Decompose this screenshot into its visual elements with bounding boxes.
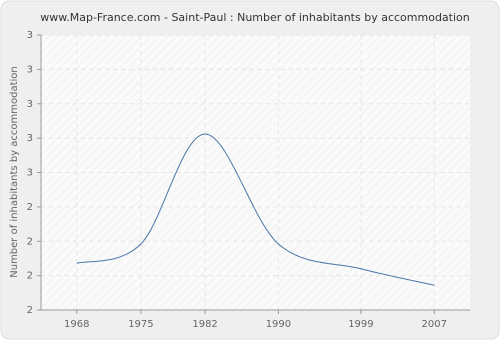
y-tick-label: 3 [27,168,33,179]
line [76,133,435,286]
x-tick-label: 1975 [128,319,153,330]
y-tick-label: 2 [27,271,33,282]
y-axis-label: Number of inhabitants by accommodation [9,66,20,278]
x-tick-label: 1982 [192,319,217,330]
x-tick-label: 2007 [422,319,447,330]
chart-title: www.Map-France.com - Saint-Paul : Number… [40,11,469,24]
y-tick-label: 2 [27,305,33,316]
y-tick-label: 3 [27,30,33,41]
y-tick-label: 2 [27,202,33,213]
y-tick-label: 2 [27,236,33,247]
y-tick-label: 3 [27,99,33,110]
plot-area [41,35,470,310]
x-tick-label: 1990 [266,319,291,330]
y-tick-label: 3 [27,64,33,75]
x-tick-label: 1968 [64,319,89,330]
y-tick-label: 3 [27,133,33,144]
x-tick-label: 1999 [348,319,373,330]
